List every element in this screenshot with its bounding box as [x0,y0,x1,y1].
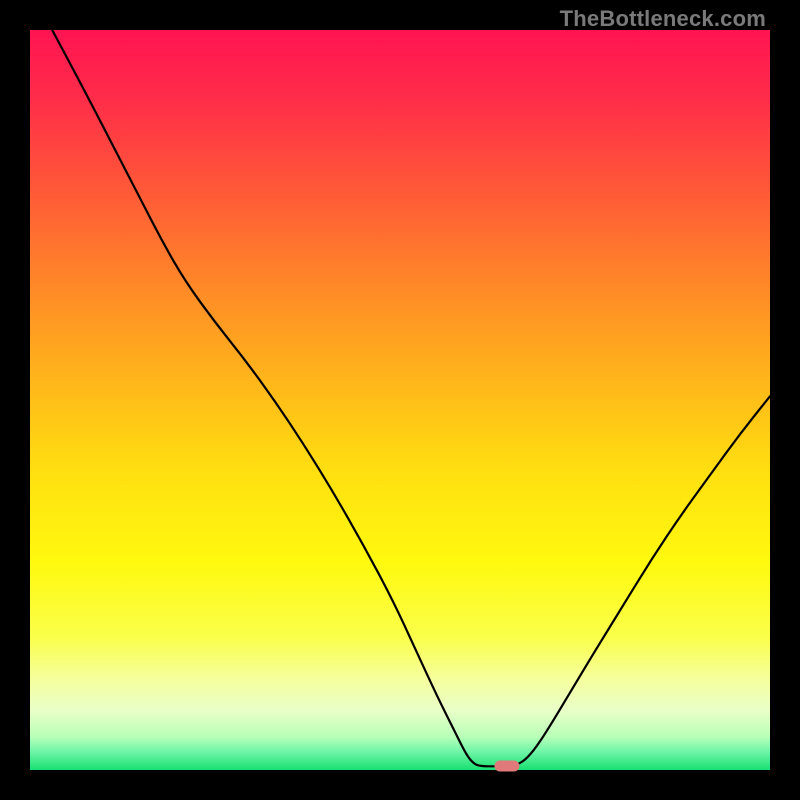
bottleneck-curve [30,30,770,770]
plot-area [30,30,770,770]
minimum-marker [495,761,520,772]
chart-frame: TheBottleneck.com [0,0,800,800]
watermark-text: TheBottleneck.com [560,6,766,32]
